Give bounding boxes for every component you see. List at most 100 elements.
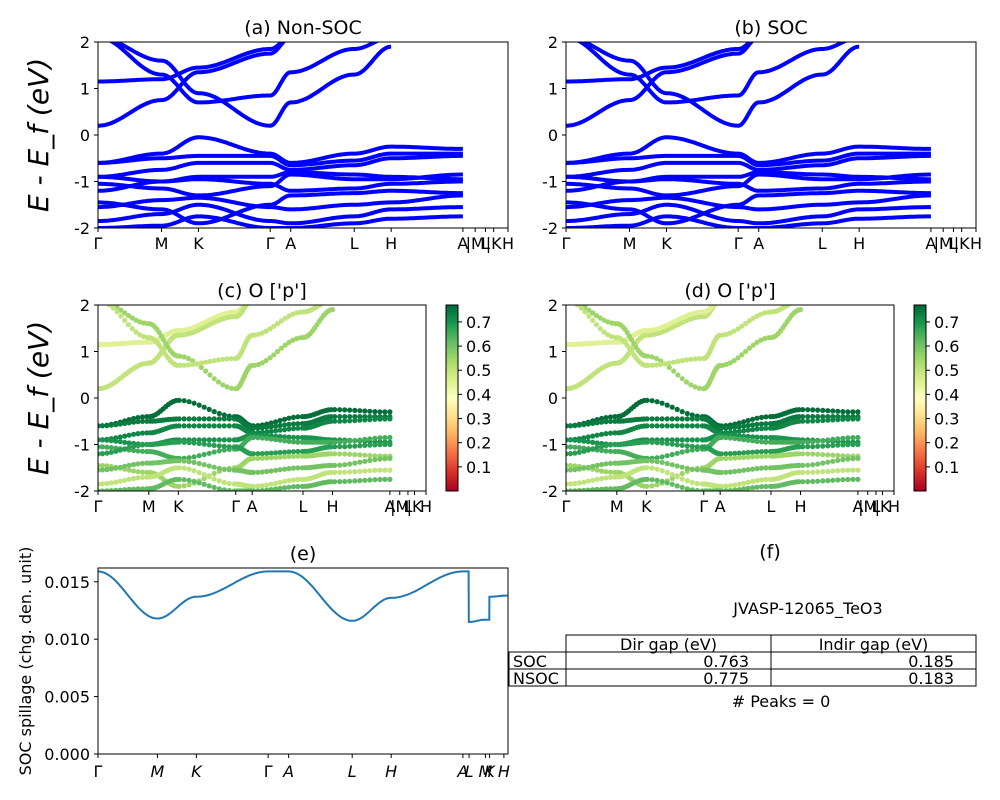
band-point — [800, 418, 806, 424]
band-point — [649, 416, 655, 422]
band-point — [387, 441, 393, 448]
band-point — [741, 437, 747, 443]
band-point — [332, 418, 338, 424]
band-point — [278, 345, 284, 351]
band-point — [679, 442, 685, 448]
x-tick-label: Γ — [266, 234, 275, 253]
band-point — [117, 421, 123, 427]
x-tick-label: L — [299, 497, 308, 516]
band-point — [337, 462, 343, 468]
band-point — [264, 482, 270, 488]
band-point — [377, 442, 383, 448]
y-tick-label: 0.005 — [44, 688, 90, 707]
band-point — [295, 453, 301, 459]
band-point — [626, 333, 633, 339]
band-point — [377, 435, 383, 441]
table-caption: JVASP-12065_TeO3 — [732, 599, 882, 619]
band-point — [337, 451, 343, 457]
panel-title: (f) — [759, 541, 781, 563]
band-point — [689, 466, 695, 472]
band-point — [126, 462, 132, 468]
y-tick-label: 2 — [80, 33, 90, 52]
band-point — [201, 416, 207, 422]
y-tick-label: 0.010 — [44, 630, 90, 649]
band-point — [250, 469, 256, 475]
band-point — [736, 487, 742, 491]
band-point — [337, 469, 343, 475]
band-point — [282, 466, 288, 472]
band-line — [98, 42, 285, 84]
band-point — [211, 449, 217, 455]
band-point — [181, 362, 187, 368]
band-point — [684, 443, 690, 449]
band-point — [732, 424, 738, 430]
band-point — [796, 418, 802, 424]
band-point — [295, 483, 301, 490]
band-point — [800, 451, 806, 457]
band-point — [211, 358, 217, 364]
band-point — [840, 453, 846, 459]
band-point — [263, 328, 269, 334]
band-point — [649, 423, 655, 429]
band-points — [566, 439, 861, 457]
band-point — [750, 315, 756, 321]
band-point — [191, 459, 197, 465]
band-point — [607, 460, 614, 466]
band-point — [576, 438, 582, 444]
band-point — [746, 345, 753, 351]
band-point — [594, 432, 600, 438]
panel-title: (d) O ['p'] — [684, 280, 775, 302]
band-point — [718, 434, 725, 441]
band-point — [117, 464, 123, 470]
band-point — [357, 408, 363, 414]
band-point — [226, 467, 232, 473]
band-point — [679, 449, 685, 455]
plot-area — [566, 42, 931, 228]
band-point — [201, 404, 207, 410]
colorbar-tick-label: 0.5 — [934, 361, 959, 380]
band-point — [181, 423, 187, 429]
x-tick-label: M — [610, 497, 624, 516]
x-tick-label: K — [484, 762, 496, 781]
y-tick-label: 2 — [548, 33, 558, 52]
band-point — [211, 416, 217, 422]
band-point — [825, 408, 831, 414]
band-point — [135, 419, 141, 425]
band-point — [571, 299, 576, 304]
panel-title: (b) SOC — [734, 17, 807, 39]
band-point — [181, 416, 187, 422]
band-point — [139, 474, 146, 480]
band-point — [607, 414, 614, 420]
band-point — [654, 399, 660, 405]
band-point — [835, 408, 841, 414]
band-point — [342, 444, 348, 450]
band-point — [277, 467, 283, 473]
band-line — [98, 153, 463, 179]
band-point — [741, 423, 747, 429]
band-point — [328, 414, 334, 420]
band-point — [566, 462, 569, 468]
band-point — [815, 418, 821, 424]
band-point — [800, 439, 806, 445]
band-point — [282, 454, 288, 460]
band-point — [664, 469, 670, 476]
band-point — [694, 488, 700, 491]
band-point — [739, 352, 745, 358]
band-point — [727, 469, 733, 475]
band-point — [290, 426, 297, 432]
band-point — [732, 450, 738, 456]
band-points — [98, 416, 393, 443]
band-point — [294, 310, 300, 316]
band-point — [104, 450, 110, 456]
band-point — [264, 455, 270, 461]
plot-area — [98, 42, 463, 228]
band-line — [108, 42, 380, 105]
band-point — [387, 455, 393, 461]
band-point — [221, 412, 227, 418]
band-point — [215, 379, 222, 385]
band-point — [718, 425, 725, 431]
band-point — [342, 451, 348, 457]
band-point — [372, 442, 378, 448]
band-point — [855, 467, 861, 473]
